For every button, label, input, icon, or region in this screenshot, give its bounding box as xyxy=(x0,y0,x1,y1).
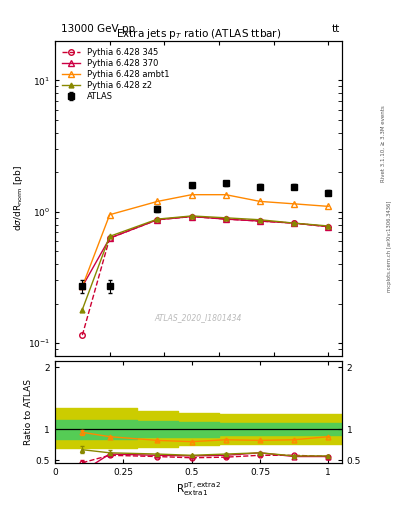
Pythia 6.428 370 xyxy=(107,235,112,241)
Pythia 6.428 345 xyxy=(80,332,85,338)
Pythia 6.428 ambt1 xyxy=(224,191,228,198)
Pythia 6.428 ambt1 xyxy=(292,201,296,207)
Pythia 6.428 ambt1 xyxy=(257,198,262,204)
Pythia 6.428 370 xyxy=(80,284,85,290)
Y-axis label: Ratio to ATLAS: Ratio to ATLAS xyxy=(24,379,33,445)
Pythia 6.428 345 xyxy=(155,217,160,223)
Pythia 6.428 370 xyxy=(189,214,194,220)
Pythia 6.428 ambt1 xyxy=(326,203,331,209)
Line: Pythia 6.428 370: Pythia 6.428 370 xyxy=(79,214,331,289)
Pythia 6.428 370 xyxy=(224,216,228,222)
Legend: Pythia 6.428 345, Pythia 6.428 370, Pythia 6.428 ambt1, Pythia 6.428 z2, ATLAS: Pythia 6.428 345, Pythia 6.428 370, Pyth… xyxy=(59,45,172,103)
Pythia 6.428 ambt1 xyxy=(80,284,85,290)
Line: Pythia 6.428 345: Pythia 6.428 345 xyxy=(79,214,331,338)
Text: 13000 GeV pp: 13000 GeV pp xyxy=(61,24,135,34)
Pythia 6.428 345 xyxy=(292,220,296,226)
Line: Pythia 6.428 z2: Pythia 6.428 z2 xyxy=(80,214,331,312)
Pythia 6.428 z2 xyxy=(80,307,85,313)
Pythia 6.428 ambt1 xyxy=(189,191,194,198)
Text: tt: tt xyxy=(332,24,340,34)
Pythia 6.428 345 xyxy=(107,235,112,241)
Pythia 6.428 345 xyxy=(224,216,228,222)
Pythia 6.428 370 xyxy=(292,220,296,226)
Pythia 6.428 z2 xyxy=(224,215,228,221)
Text: ATLAS_2020_I1801434: ATLAS_2020_I1801434 xyxy=(155,313,242,323)
X-axis label: R$_{\rm extra1}^{\rm pT,extra2}$: R$_{\rm extra1}^{\rm pT,extra2}$ xyxy=(176,480,221,498)
Pythia 6.428 ambt1 xyxy=(107,211,112,218)
Pythia 6.428 345 xyxy=(189,214,194,220)
Text: Rivet 3.1.10, ≥ 3.3M events: Rivet 3.1.10, ≥ 3.3M events xyxy=(381,105,386,182)
Pythia 6.428 z2 xyxy=(189,213,194,219)
Pythia 6.428 ambt1 xyxy=(155,198,160,204)
Pythia 6.428 z2 xyxy=(107,233,112,240)
Pythia 6.428 z2 xyxy=(292,220,296,226)
Pythia 6.428 z2 xyxy=(155,216,160,222)
Pythia 6.428 370 xyxy=(257,218,262,224)
Pythia 6.428 370 xyxy=(155,217,160,223)
Pythia 6.428 345 xyxy=(257,218,262,224)
Text: mcplots.cern.ch [arXiv:1306.3436]: mcplots.cern.ch [arXiv:1306.3436] xyxy=(387,200,391,291)
Pythia 6.428 z2 xyxy=(257,217,262,223)
Pythia 6.428 345 xyxy=(326,224,331,230)
Pythia 6.428 370 xyxy=(326,224,331,230)
Line: Pythia 6.428 ambt1: Pythia 6.428 ambt1 xyxy=(79,192,331,289)
Title: Extra jets p$_T$ ratio (ATLAS ttbar): Extra jets p$_T$ ratio (ATLAS ttbar) xyxy=(116,27,281,41)
Y-axis label: d$\sigma$/dR$_{\rm norm}$ [pb]: d$\sigma$/dR$_{\rm norm}$ [pb] xyxy=(12,165,25,231)
Pythia 6.428 z2 xyxy=(326,223,331,229)
